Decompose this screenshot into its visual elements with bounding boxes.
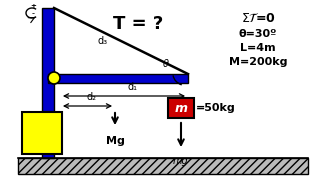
Circle shape — [48, 72, 60, 84]
Bar — [42, 8, 54, 158]
Bar — [48, 74, 188, 83]
Text: L=4m: L=4m — [240, 43, 276, 53]
Text: =50kg: =50kg — [196, 103, 236, 113]
Text: mg: mg — [173, 156, 189, 166]
Bar — [22, 112, 62, 154]
Text: $\Sigma\mathcal{T}$=0: $\Sigma\mathcal{T}$=0 — [241, 12, 276, 24]
Text: M=200kg: M=200kg — [229, 57, 287, 67]
Text: θ=30º: θ=30º — [239, 29, 277, 39]
Text: -: - — [31, 10, 35, 19]
Text: Mg: Mg — [106, 136, 124, 146]
Text: d₃: d₃ — [98, 36, 108, 46]
Bar — [168, 98, 194, 118]
Text: T = ?: T = ? — [113, 15, 163, 33]
Text: d₁: d₁ — [127, 82, 137, 92]
Text: d₂: d₂ — [86, 92, 97, 102]
Text: +: + — [30, 3, 36, 9]
Bar — [18, 158, 308, 174]
Text: m: m — [174, 102, 188, 114]
Text: θ: θ — [163, 59, 169, 69]
